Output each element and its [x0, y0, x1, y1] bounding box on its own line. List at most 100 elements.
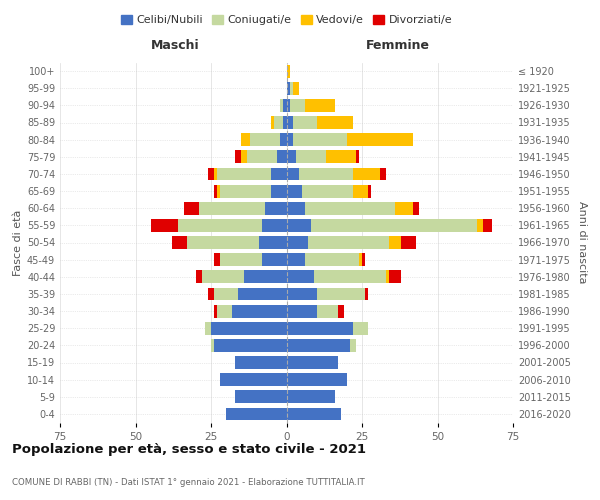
- Bar: [265, 202, 287, 214]
- Text: Popolazione per età, sesso e stato civile - 2021: Popolazione per età, sesso e stato civil…: [12, 442, 366, 456]
- Y-axis label: Anni di nascita: Anni di nascita: [577, 201, 587, 284]
- Bar: [353, 322, 368, 334]
- Bar: [259, 236, 287, 249]
- Bar: [287, 150, 296, 163]
- Bar: [199, 202, 265, 214]
- Bar: [262, 253, 287, 266]
- Legend: Celibi/Nubili, Coniugati/e, Vedovi/e, Divorziati/e: Celibi/Nubili, Coniugati/e, Vedovi/e, Di…: [116, 10, 457, 30]
- Bar: [274, 116, 283, 129]
- Bar: [287, 168, 299, 180]
- Bar: [202, 270, 244, 283]
- Bar: [287, 270, 314, 283]
- Bar: [283, 99, 287, 112]
- Bar: [220, 373, 287, 386]
- Bar: [368, 184, 371, 198]
- Y-axis label: Fasce di età: Fasce di età: [13, 210, 23, 276]
- Bar: [280, 99, 283, 112]
- Text: Maschi: Maschi: [151, 39, 199, 52]
- Bar: [287, 304, 317, 318]
- Bar: [211, 339, 214, 352]
- Bar: [356, 150, 359, 163]
- Bar: [305, 99, 335, 112]
- Bar: [326, 150, 356, 163]
- Bar: [244, 270, 287, 283]
- Bar: [214, 168, 217, 180]
- Bar: [238, 288, 287, 300]
- Bar: [483, 219, 492, 232]
- Bar: [211, 322, 287, 334]
- Bar: [287, 390, 335, 403]
- Text: COMUNE DI RABBI (TN) - Dati ISTAT 1° gennaio 2021 - Elaborazione TUTTITALIA.IT: COMUNE DI RABBI (TN) - Dati ISTAT 1° gen…: [12, 478, 365, 487]
- Bar: [287, 408, 341, 420]
- Bar: [271, 184, 287, 198]
- Bar: [262, 219, 287, 232]
- Bar: [365, 288, 368, 300]
- Bar: [305, 202, 395, 214]
- Bar: [235, 390, 287, 403]
- Bar: [317, 116, 353, 129]
- Bar: [353, 184, 368, 198]
- Bar: [389, 270, 401, 283]
- Bar: [205, 322, 211, 334]
- Bar: [151, 219, 178, 232]
- Bar: [350, 339, 356, 352]
- Bar: [226, 408, 287, 420]
- Bar: [287, 373, 347, 386]
- Bar: [232, 304, 287, 318]
- Bar: [395, 202, 413, 214]
- Bar: [287, 202, 305, 214]
- Text: Femmine: Femmine: [366, 39, 430, 52]
- Bar: [401, 236, 416, 249]
- Bar: [287, 184, 302, 198]
- Bar: [271, 168, 287, 180]
- Bar: [287, 116, 293, 129]
- Bar: [283, 116, 287, 129]
- Bar: [293, 116, 317, 129]
- Bar: [287, 82, 290, 94]
- Bar: [293, 133, 347, 146]
- Bar: [290, 82, 293, 94]
- Bar: [287, 253, 305, 266]
- Bar: [280, 133, 287, 146]
- Bar: [241, 133, 250, 146]
- Bar: [271, 116, 274, 129]
- Bar: [287, 356, 338, 369]
- Bar: [287, 236, 308, 249]
- Bar: [241, 150, 247, 163]
- Bar: [287, 288, 317, 300]
- Bar: [299, 168, 353, 180]
- Bar: [250, 133, 280, 146]
- Bar: [311, 219, 477, 232]
- Bar: [389, 236, 401, 249]
- Bar: [287, 99, 290, 112]
- Bar: [277, 150, 287, 163]
- Bar: [302, 184, 353, 198]
- Bar: [220, 184, 271, 198]
- Bar: [386, 270, 389, 283]
- Bar: [208, 288, 214, 300]
- Bar: [214, 288, 238, 300]
- Bar: [214, 184, 217, 198]
- Bar: [196, 270, 202, 283]
- Bar: [287, 133, 293, 146]
- Bar: [380, 168, 386, 180]
- Bar: [208, 168, 214, 180]
- Bar: [290, 99, 305, 112]
- Bar: [338, 304, 344, 318]
- Bar: [287, 64, 290, 78]
- Bar: [217, 184, 220, 198]
- Bar: [317, 304, 338, 318]
- Bar: [287, 339, 350, 352]
- Bar: [235, 356, 287, 369]
- Bar: [353, 168, 380, 180]
- Bar: [214, 339, 287, 352]
- Bar: [178, 219, 262, 232]
- Bar: [235, 150, 241, 163]
- Bar: [187, 236, 259, 249]
- Bar: [287, 219, 311, 232]
- Bar: [214, 304, 217, 318]
- Bar: [296, 150, 326, 163]
- Bar: [477, 219, 483, 232]
- Bar: [217, 304, 232, 318]
- Bar: [214, 253, 220, 266]
